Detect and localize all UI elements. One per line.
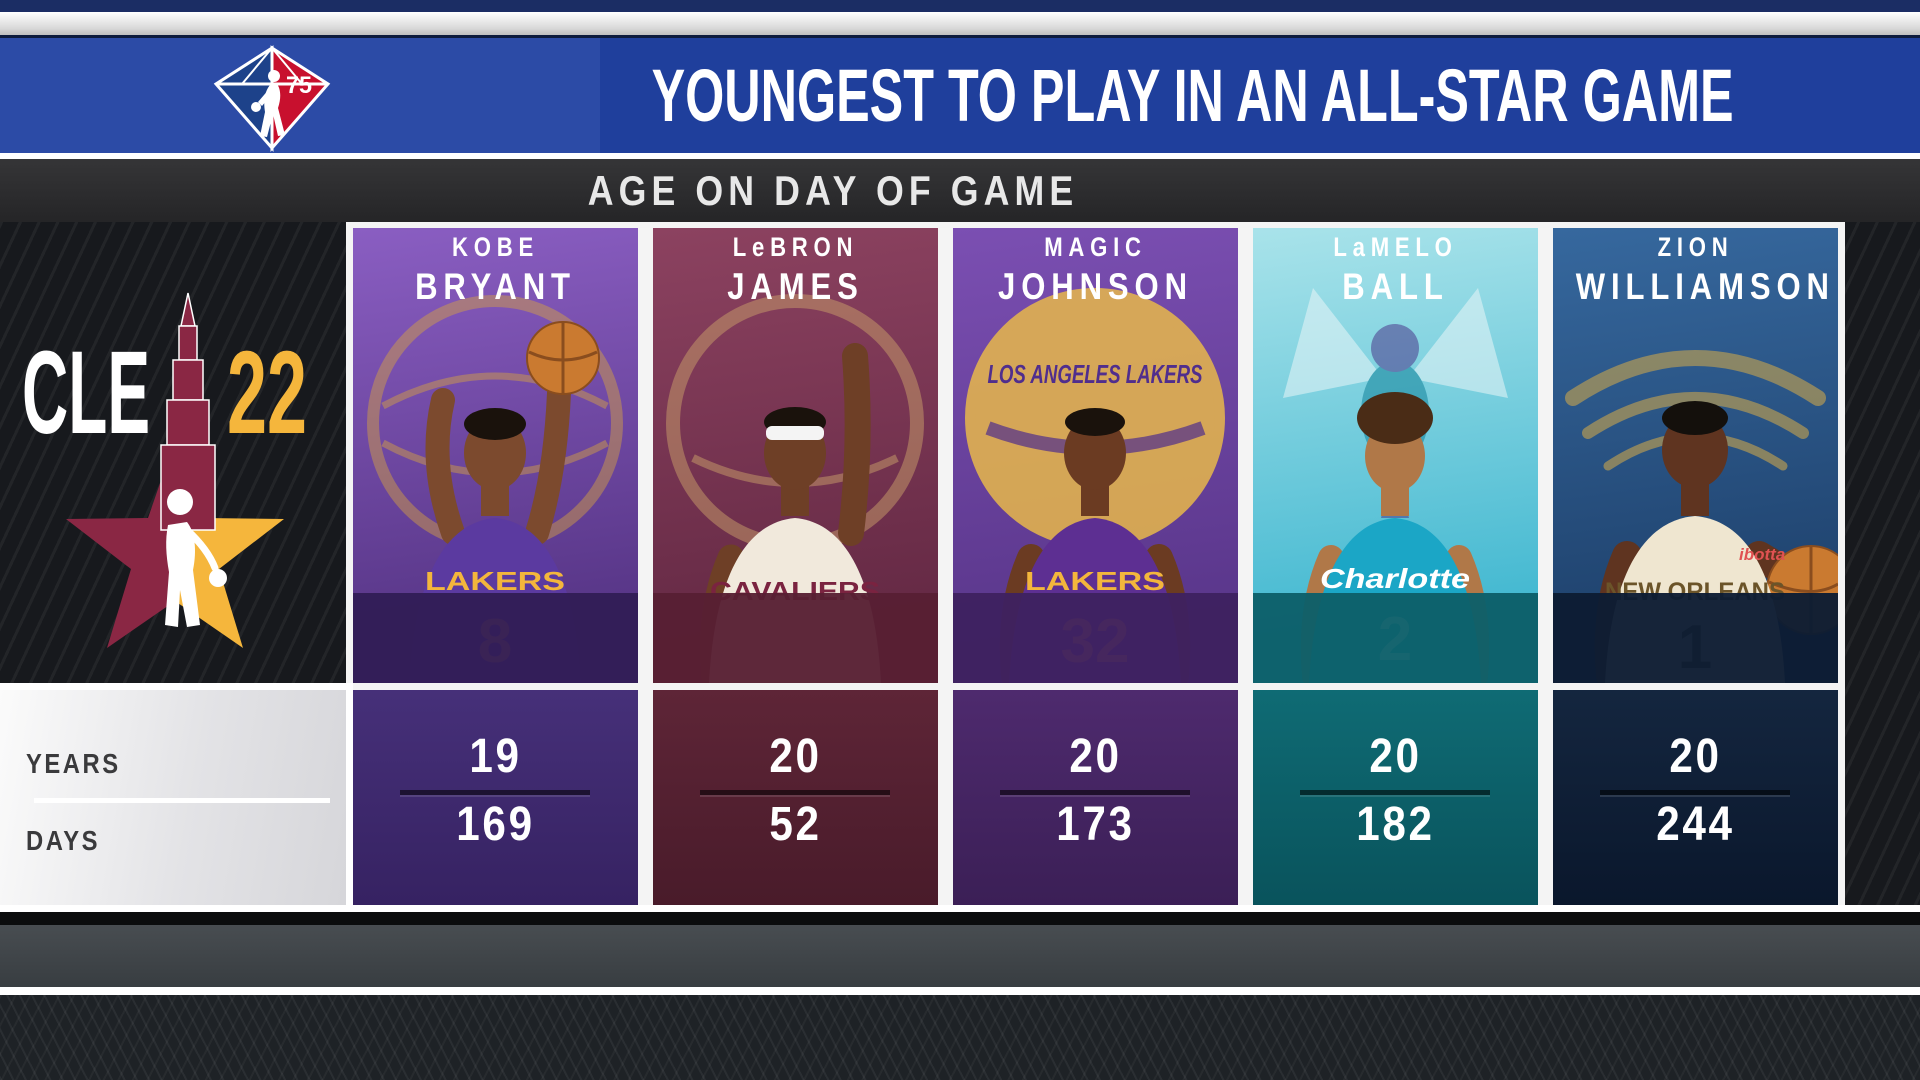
jersey-wordmark: Charlotte	[1320, 563, 1470, 594]
curly-hair	[1357, 392, 1433, 444]
age-years-value: 20	[1369, 730, 1422, 783]
top-strip	[0, 0, 1920, 12]
player-column-lebron-james: CAVALIERS LeBRON JAMES 20 52	[653, 222, 938, 912]
age-divider-line	[1600, 790, 1790, 795]
jersey-sponsor-patch: ibotta	[1739, 545, 1785, 564]
nba-player-silhouette-icon	[251, 70, 285, 137]
jersey-wordmark: LAKERS	[1025, 566, 1165, 596]
background-team-wordmark: LOS ANGELES LAKERS	[988, 359, 1203, 389]
footer-gray-band	[0, 925, 1920, 987]
player-age-panel: 20 52	[653, 690, 938, 905]
age-divider-line	[1000, 790, 1190, 795]
player-nameplate	[953, 593, 1238, 683]
player-last-name: JAMES	[727, 266, 864, 307]
player-nameplate	[1253, 593, 1538, 683]
player-nameplate	[1553, 593, 1838, 683]
header-bar-right-shade	[600, 38, 1920, 153]
player-last-name: WILLIAMSON	[1575, 266, 1835, 307]
age-days-value: 182	[1356, 798, 1435, 851]
jersey-wordmark: LAKERS	[425, 566, 565, 596]
player-age-panel: 20 173	[953, 690, 1238, 905]
years-label: YEARS	[25, 748, 121, 779]
player-column-kobe-bryant: LAKERS 8 KOBE BRYANT 19 169	[353, 222, 638, 912]
badge-75-text: 75	[286, 72, 312, 99]
player-age-panel: 19 169	[353, 690, 638, 905]
footer-black-band	[0, 912, 1920, 925]
basketball-icon	[526, 321, 600, 395]
page-title: YOUNGEST TO PLAY IN AN ALL-STAR GAME	[651, 54, 1734, 137]
white-band	[0, 12, 1920, 38]
age-years-value: 20	[769, 730, 822, 783]
player-first-name: KOBE	[452, 232, 539, 262]
player-first-name: LeBRON	[732, 232, 859, 262]
player-first-name: MAGIC	[1044, 232, 1147, 262]
player-column-zion-williamson: ibotta NEW ORLEANS 1 ZION WILLIAMSON 20 …	[1553, 222, 1838, 912]
separator-line	[0, 153, 1920, 159]
days-label: DAYS	[25, 825, 101, 856]
nba-75-logo: 75	[213, 45, 331, 152]
hair	[464, 408, 526, 440]
player-first-name: ZION	[1657, 232, 1734, 262]
subtitle: AGE ON DAY OF GAME	[587, 167, 1079, 214]
legend-divider-line	[34, 798, 330, 803]
event-year-text: 22	[227, 327, 307, 459]
age-divider-line	[700, 790, 890, 795]
hair	[1662, 401, 1728, 435]
cle22-event-logo: CLE 22	[22, 292, 307, 648]
age-divider-line	[1300, 790, 1490, 795]
footer-white-line	[0, 905, 1920, 912]
age-days-value: 173	[1056, 798, 1135, 851]
player-nameplate	[653, 593, 938, 683]
subtitle-bar	[0, 159, 1920, 222]
player-column-magic-johnson: LOS ANGELES LAKERS LAKERS 32 MAGIC JOHNS…	[953, 222, 1238, 912]
age-days-value: 169	[456, 798, 535, 851]
player-column-lamelo-ball: Charlotte 2 LaMELO BALL 20 182	[1253, 222, 1538, 912]
player-last-name: BRYANT	[415, 266, 576, 307]
age-years-value: 20	[1669, 730, 1722, 783]
footer-white-line-2	[0, 987, 1920, 995]
headband	[766, 426, 824, 440]
age-days-value: 52	[769, 798, 822, 851]
dribbler-silhouette-icon	[165, 489, 227, 627]
hair	[1065, 408, 1125, 436]
player-last-name: JOHNSON	[998, 266, 1193, 307]
age-years-value: 19	[469, 730, 522, 783]
age-divider-line	[400, 790, 590, 795]
player-age-panel: 20 182	[1253, 690, 1538, 905]
footer-striped-band	[0, 995, 1920, 1080]
age-years-value: 20	[1069, 730, 1122, 783]
player-last-name: BALL	[1342, 266, 1449, 307]
player-first-name: LaMELO	[1333, 232, 1458, 262]
legend-panel: YEARS DAYS	[0, 690, 346, 905]
event-city-text: CLE	[22, 327, 150, 459]
age-days-value: 244	[1656, 798, 1735, 851]
player-age-panel: 20 244	[1553, 690, 1838, 905]
player-nameplate	[353, 593, 638, 683]
terminal-tower-icon	[160, 292, 216, 531]
